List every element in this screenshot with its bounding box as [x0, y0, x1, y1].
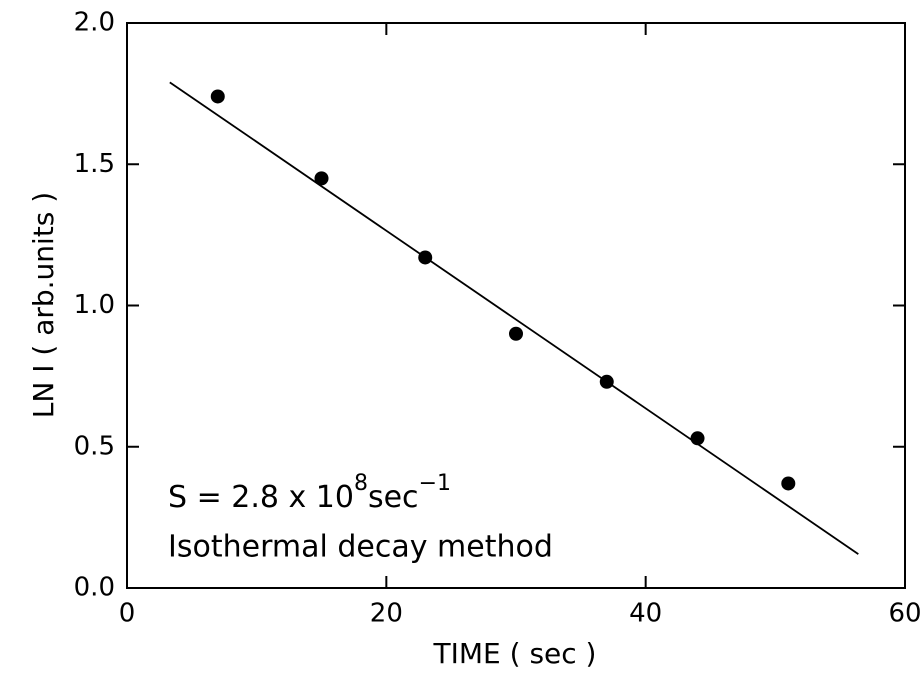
data-point	[210, 89, 225, 104]
annotation: S = 2.8 x 108sec−1	[168, 471, 451, 515]
y-tick-label: 2.0	[74, 8, 115, 38]
y-tick-label: 1.0	[74, 290, 115, 320]
annotation-text: S = 2.8 x 10	[168, 480, 354, 515]
data-point	[509, 326, 523, 341]
x-tick-label: 60	[888, 599, 921, 629]
annotation-sup: −1	[419, 471, 451, 496]
annotation-text: sec	[368, 480, 419, 515]
y-tick-label: 0.5	[74, 431, 115, 461]
x-tick-label: 40	[629, 599, 662, 629]
y-tick-label: 0.0	[74, 573, 115, 603]
annotation: Isothermal decay method	[168, 530, 553, 565]
fit-line	[169, 81, 859, 555]
data-point	[781, 476, 796, 491]
x-tick-label: 0	[119, 599, 136, 629]
y-axis-label: LN I ( arb.units )	[27, 192, 60, 418]
x-axis-label: TIME ( sec )	[433, 637, 597, 670]
y-tick-label: 1.5	[74, 149, 115, 179]
annotation-sup: 8	[354, 471, 368, 496]
data-point	[314, 171, 329, 186]
x-tick-label: 20	[370, 599, 403, 629]
